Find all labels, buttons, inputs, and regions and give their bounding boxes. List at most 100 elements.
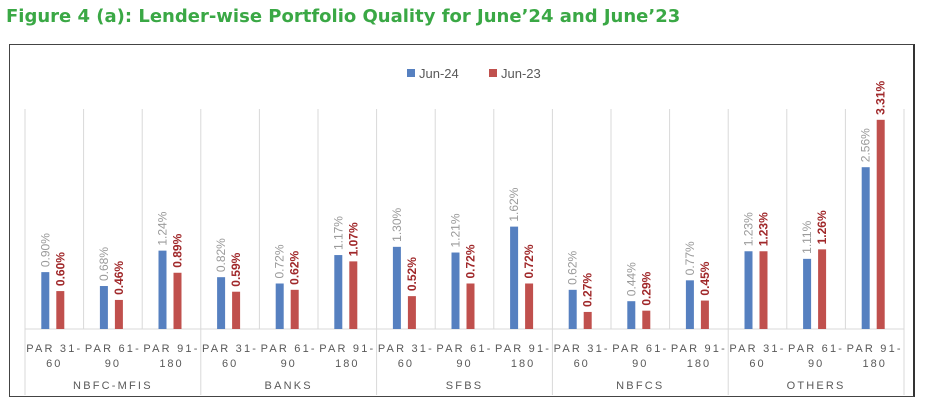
data-label: 0.72% [464, 244, 478, 278]
tick-label: 180 [687, 358, 711, 370]
data-label: 0.60% [53, 252, 67, 286]
data-label: 0.46% [112, 261, 126, 295]
bar-Jun-23-3 [232, 291, 241, 329]
figure-title: Figure 4 (a): Lender-wise Portfolio Qual… [6, 6, 681, 27]
tick-label: PAR 61- [788, 343, 844, 355]
bar-Jun-24-12 [744, 251, 753, 329]
bar-Jun-24-1 [99, 286, 108, 329]
data-label: 1.23% [742, 212, 756, 246]
data-label: 0.77% [683, 241, 697, 275]
data-label: 0.29% [639, 271, 653, 305]
tick-label: PAR 61- [436, 343, 492, 355]
group-label: NBFC-MFIS [73, 380, 153, 392]
tick-label: PAR 31- [26, 343, 82, 355]
data-label: 0.72% [522, 244, 536, 278]
bar-Jun-24-14 [861, 167, 870, 329]
bar-Jun-23-9 [583, 311, 592, 329]
tick-label: PAR 91- [143, 343, 199, 355]
tick-label: PAR 61- [85, 343, 141, 355]
data-label: 0.44% [624, 262, 638, 296]
bar-Jun-24-8 [510, 226, 519, 329]
data-label: 0.27% [581, 273, 595, 307]
bar-Jun-23-14 [876, 119, 885, 329]
data-label: 0.62% [566, 250, 580, 284]
data-label: 0.82% [214, 238, 228, 272]
bar-Jun-24-4 [275, 283, 284, 329]
bar-Jun-23-6 [407, 296, 416, 329]
bar-Jun-24-6 [392, 246, 401, 329]
bar-Jun-23-0 [56, 291, 65, 329]
tick-label: PAR 91- [495, 343, 551, 355]
bar-Jun-24-10 [627, 301, 636, 329]
data-label: 1.23% [757, 212, 771, 246]
tick-label: PAR 31- [202, 343, 258, 355]
bar-Jun-23-10 [642, 310, 651, 329]
tick-label: 90 [632, 358, 648, 370]
group-label: BANKS [265, 380, 313, 392]
data-label: 1.26% [815, 210, 829, 244]
data-label: 3.31% [874, 80, 888, 114]
bar-Jun-23-13 [818, 249, 827, 329]
group-label: NBFCS [616, 380, 664, 392]
bar-Jun-23-11 [700, 300, 709, 329]
data-label: 0.89% [171, 233, 185, 267]
group-label: SFBS [446, 380, 484, 392]
tick-label: 180 [863, 358, 887, 370]
tick-label: 180 [511, 358, 535, 370]
tick-label: 90 [456, 358, 472, 370]
data-label: 1.30% [390, 207, 404, 241]
data-label: 0.62% [288, 250, 302, 284]
tick-label: PAR 31- [729, 343, 785, 355]
bar-Jun-24-0 [41, 272, 50, 329]
bar-Jun-24-2 [158, 250, 167, 329]
data-label: 0.59% [229, 252, 243, 286]
bar-Jun-23-1 [114, 299, 123, 329]
data-label: 1.21% [449, 213, 463, 247]
tick-label: 60 [749, 358, 765, 370]
bar-Jun-23-8 [525, 283, 534, 329]
data-label: 1.17% [331, 216, 345, 250]
chart-frame [9, 44, 915, 397]
bar-Jun-23-2 [173, 272, 182, 329]
tick-label: PAR 31- [554, 343, 610, 355]
tick-label: PAR 61- [261, 343, 317, 355]
data-label: 0.45% [698, 261, 712, 295]
tick-label: 180 [159, 358, 183, 370]
tick-label: PAR 31- [378, 343, 434, 355]
bar-Jun-24-11 [685, 280, 694, 329]
data-label: 1.11% [800, 220, 814, 253]
bar-Jun-24-13 [803, 258, 812, 329]
tick-label: PAR 91- [671, 343, 727, 355]
tick-label: 60 [46, 358, 62, 370]
legend-label-Jun-23: Jun-23 [501, 66, 541, 81]
tick-label: PAR 91- [847, 343, 903, 355]
data-label: 0.90% [38, 233, 52, 267]
bar-Jun-24-5 [334, 255, 343, 329]
bar-Jun-24-3 [217, 277, 226, 329]
bar-Jun-23-7 [466, 283, 475, 329]
bar-Jun-23-12 [759, 251, 768, 329]
tick-label: 60 [574, 358, 590, 370]
data-label: 1.62% [507, 187, 521, 221]
legend-label-Jun-24: Jun-24 [419, 66, 459, 81]
bar-Jun-24-7 [451, 252, 460, 329]
bar-Jun-24-9 [568, 289, 577, 329]
bar-Jun-23-5 [349, 261, 358, 329]
tick-label: 90 [808, 358, 824, 370]
tick-label: 90 [281, 358, 297, 370]
data-label: 1.07% [346, 222, 360, 256]
legend-swatch-Jun-24 [407, 69, 415, 77]
data-label: 0.72% [273, 244, 287, 278]
tick-label: PAR 91- [319, 343, 375, 355]
tick-label: 90 [105, 358, 121, 370]
group-label: OTHERS [787, 380, 846, 392]
tick-label: 60 [222, 358, 238, 370]
data-label: 1.24% [156, 211, 170, 245]
data-label: 0.68% [97, 247, 111, 281]
tick-label: 60 [398, 358, 414, 370]
legend-swatch-Jun-23 [489, 69, 497, 77]
tick-label: PAR 61- [612, 343, 668, 355]
tick-label: 180 [335, 358, 359, 370]
bar-Jun-23-4 [290, 289, 299, 329]
